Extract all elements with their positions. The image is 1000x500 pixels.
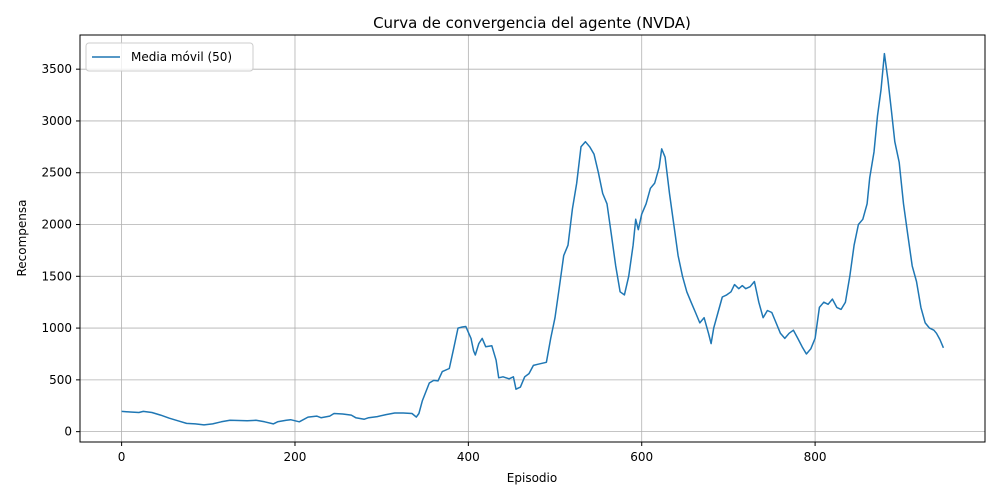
x-axis: 0 200 400 600 800 <box>118 442 827 464</box>
y-tick-label: 1500 <box>41 269 72 283</box>
x-tick-label: 600 <box>630 450 653 464</box>
y-tick-label: 1000 <box>41 321 72 335</box>
y-tick-label: 2000 <box>41 218 72 232</box>
x-tick-label: 200 <box>284 450 307 464</box>
plot-frame <box>79 34 986 443</box>
y-axis-label: Recompensa <box>15 199 29 276</box>
legend-entry-label: Media móvil (50) <box>131 50 232 64</box>
legend: Media móvil (50) <box>85 42 254 72</box>
grid <box>80 35 985 442</box>
chart-title: Curva de convergencia del agente (NVDA) <box>373 14 691 32</box>
x-tick-label: 0 <box>118 450 126 464</box>
x-axis-label: Episodio <box>507 471 557 485</box>
series-line <box>121 52 945 426</box>
y-axis: 0 500 1000 1500 2000 2500 3000 3500 <box>41 62 80 439</box>
y-tick-label: 2500 <box>41 166 72 180</box>
x-tick-label: 400 <box>457 450 480 464</box>
y-tick-label: 0 <box>64 425 72 439</box>
y-tick-label: 3000 <box>41 114 72 128</box>
series-layer <box>121 52 945 426</box>
x-tick-label: 800 <box>804 450 827 464</box>
y-tick-label: 500 <box>49 373 72 387</box>
legend-box <box>85 42 254 72</box>
y-tick-label: 3500 <box>41 62 72 76</box>
